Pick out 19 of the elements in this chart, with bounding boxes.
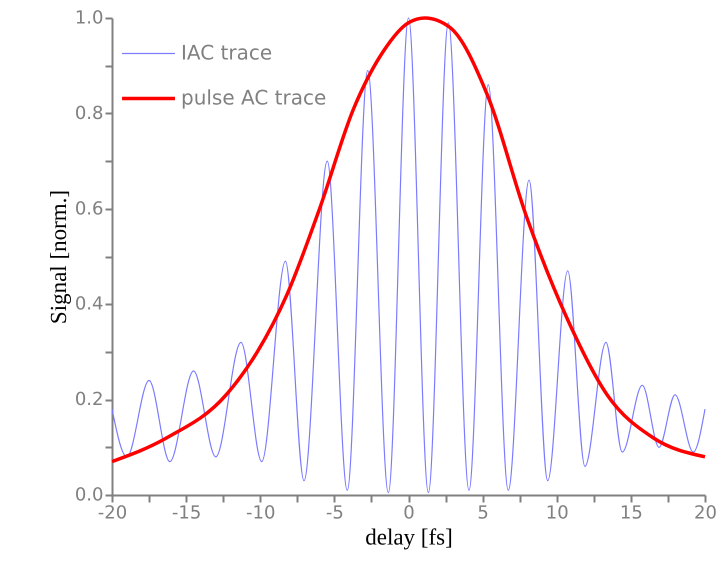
x-tick-label: 15	[620, 502, 643, 524]
y-tick-label: 0.2	[74, 389, 104, 410]
x-tick-label: -10	[246, 502, 276, 524]
x-tick-label: 5	[477, 502, 489, 524]
y-tick-label: 0.8	[74, 102, 104, 124]
x-tick-label: 0	[403, 502, 415, 524]
y-tick-label: 1.0	[74, 8, 104, 28]
y-axis-title: Signal [norm.]	[46, 190, 71, 324]
x-tick-label: -20	[98, 502, 128, 524]
y-tick-label: 0.6	[74, 198, 104, 220]
y-tick-label: 0.4	[74, 294, 104, 315]
x-tick-label: -5	[326, 502, 344, 524]
x-tick-label: 10	[546, 502, 569, 524]
y-tick-label: 0.0	[74, 484, 104, 506]
x-axis-title: delay [fs]	[365, 524, 453, 550]
x-tick-label: -15	[172, 502, 202, 524]
legend-label: IAC trace	[181, 40, 272, 64]
x-tick-label: 20	[694, 502, 717, 524]
legend-label: pulse AC trace	[181, 86, 326, 110]
